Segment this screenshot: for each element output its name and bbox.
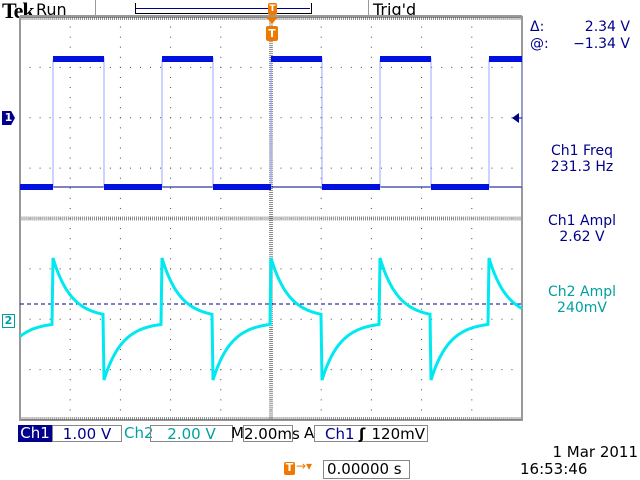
ch2-label[interactable]: Ch2 <box>124 424 154 442</box>
timebase-scale[interactable]: 2.00ms <box>243 425 300 443</box>
record-view-bracket <box>135 3 312 14</box>
time: 16:53:46 <box>520 460 588 478</box>
ch1-high-level <box>162 56 213 62</box>
horizontal-position-value[interactable]: 0.00000 s <box>323 460 410 479</box>
ch1-low-level <box>104 184 162 190</box>
trigger-marker-icon: T <box>266 26 278 41</box>
cursor-at-label: @: <box>530 36 549 52</box>
timebase-prefix: M <box>231 424 244 442</box>
measurement-ch1-ampl: Ch1 Ampl 2.62 V <box>527 213 637 245</box>
ch1-label[interactable]: Ch1 <box>18 425 52 442</box>
cursor-delta-label: Δ: <box>530 19 545 35</box>
ch2-scale[interactable]: 2.00 V <box>150 425 233 442</box>
measurement-ch1-freq: Ch1 Freq 231.3 Hz <box>527 143 637 175</box>
ch1-high-level <box>271 56 322 62</box>
ch1-low-level <box>322 184 380 190</box>
measurement-value: 240mV <box>557 300 607 316</box>
horizontal-position-icon: T <box>284 461 295 475</box>
trigger-source: Ch1 <box>325 425 355 443</box>
ch1-high-level <box>53 56 104 62</box>
measurement-label: Ch1 Freq <box>551 143 613 159</box>
measurement-label: Ch1 Ampl <box>548 213 616 229</box>
trigger-position-icon: T <box>268 3 277 15</box>
ch1-waveform <box>20 56 523 190</box>
ch1-scale[interactable]: 1.00 V <box>52 425 122 442</box>
measurement-label: Ch2 Ampl <box>548 284 616 300</box>
ch2-trace <box>19 257 523 381</box>
arrow-icon: →▾ <box>296 459 313 473</box>
cursor-at-value: −1.34 V <box>573 36 630 52</box>
rising-edge-icon: ʃ <box>359 425 366 443</box>
ch2-ground-marker[interactable]: 2 <box>2 314 15 328</box>
ch1-high-level <box>489 56 522 62</box>
ch1-low-level <box>20 184 53 190</box>
ch1-ground-marker[interactable]: 1 <box>2 111 15 125</box>
ch1-low-level <box>431 184 489 190</box>
acquisition-state: Run <box>36 0 67 19</box>
cursor-delta-value: 2.34 V <box>584 19 630 35</box>
ch1-low-level <box>213 184 271 190</box>
trigger-level: 120mV <box>371 425 425 443</box>
trigger-state: Trig'd <box>373 0 417 19</box>
record-view-line <box>136 8 310 9</box>
trigger-mode: A <box>304 424 315 442</box>
ch1-high-level <box>380 56 431 62</box>
trigger-level-arrow-icon <box>512 113 519 123</box>
measurement-value: 231.3 Hz <box>550 159 614 175</box>
trigger-settings[interactable]: Ch1 ʃ 120mV <box>314 425 428 442</box>
divider <box>95 0 96 16</box>
trigger-arrow-icon <box>266 17 278 24</box>
measurement-ch2-ampl: Ch2 Ampl 240mV <box>527 284 637 316</box>
divider <box>368 0 369 16</box>
date: 1 Mar 2011 <box>552 443 638 461</box>
measurement-value: 2.62 V <box>559 229 605 245</box>
ch2-waveform <box>19 257 523 381</box>
